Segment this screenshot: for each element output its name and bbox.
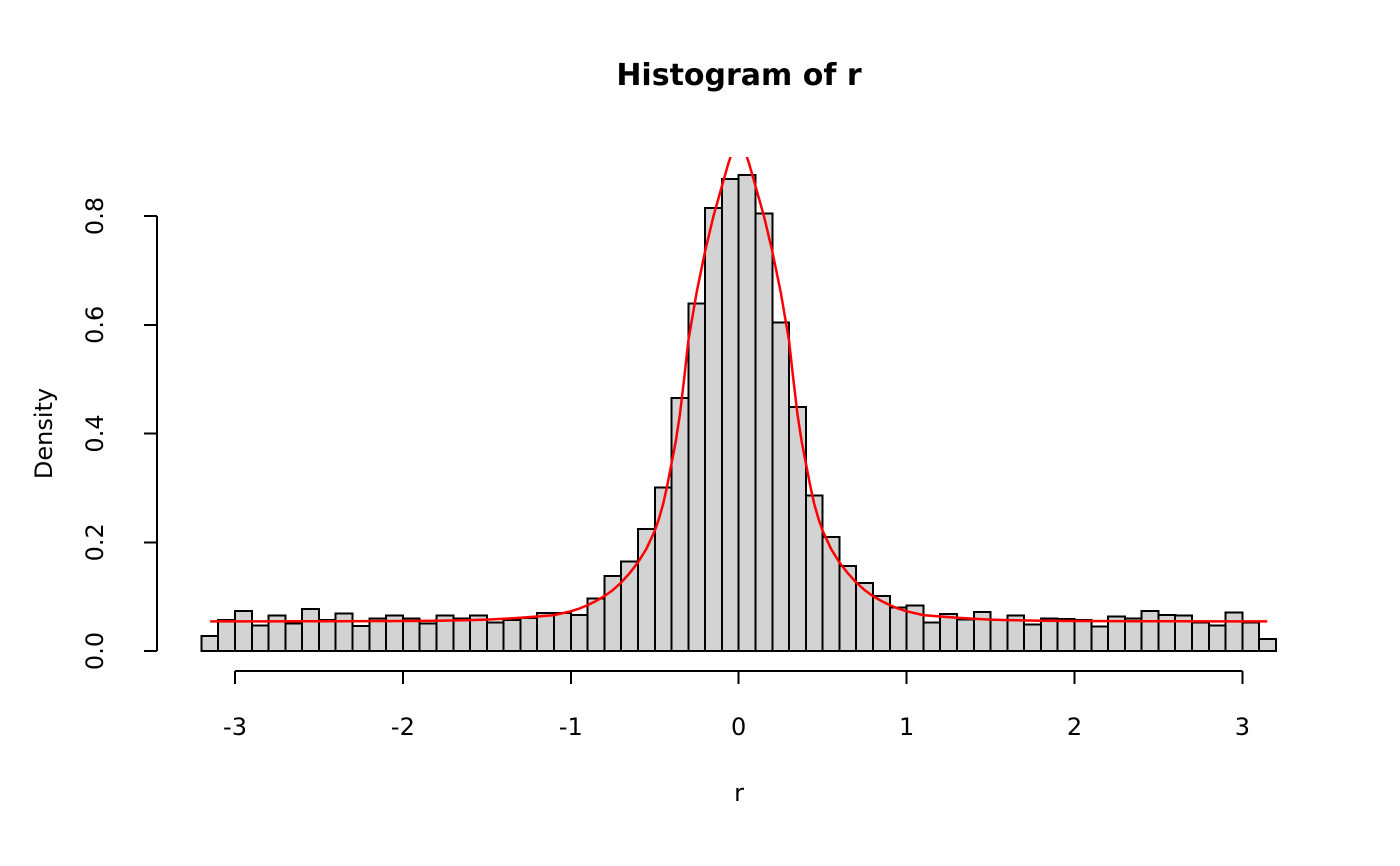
histogram-bar (771, 321, 791, 652)
histogram-bar (1241, 621, 1261, 653)
histogram-bar (1258, 638, 1277, 652)
histogram-bar (821, 535, 841, 652)
histogram-bar (670, 397, 690, 653)
histogram-bar (737, 174, 757, 652)
x-tick-label: 2 (1067, 713, 1082, 741)
histogram-bar (234, 609, 253, 652)
histogram-bar (653, 486, 673, 652)
histogram-bar (200, 634, 220, 652)
histogram-bar (284, 622, 304, 652)
histogram-bar (586, 597, 606, 652)
y-tick-label: 0.0 (81, 632, 109, 670)
histogram-bar (318, 619, 337, 652)
x-tick-label: 3 (1235, 713, 1250, 741)
histogram-bar (217, 619, 236, 652)
histogram-bar (334, 612, 354, 652)
histogram-bar (418, 622, 438, 652)
histogram-bar (754, 212, 774, 653)
histogram-bar (922, 621, 942, 653)
histogram-bar (519, 616, 539, 652)
histogram-bar (603, 575, 623, 652)
x-tick-label: -3 (223, 713, 247, 741)
histogram-bar (502, 619, 522, 652)
histogram-bar (1090, 625, 1110, 652)
histogram-bar (687, 302, 707, 652)
x-tick-label: 0 (731, 713, 746, 741)
density-curve (209, 157, 1268, 623)
x-tick-label: 1 (899, 713, 914, 741)
histogram-bar (401, 617, 421, 653)
histogram-bar (368, 617, 388, 653)
histogram-bar (1073, 619, 1093, 652)
histogram-bar (939, 613, 959, 652)
axes: -3 -2 -1 0 1 2 3 0.0 0.2 0.4 0.6 0.8 (81, 197, 1250, 741)
histogram-bar (1023, 623, 1042, 653)
x-axis-label: r (734, 779, 744, 807)
histogram-bar (301, 608, 321, 652)
histogram-bar (888, 606, 908, 652)
histogram-bar (788, 405, 807, 652)
y-tick-label: 0.2 (81, 523, 109, 561)
histogram-bars (200, 174, 1277, 653)
histogram-bar (1207, 624, 1227, 653)
histogram-bar (452, 617, 472, 653)
histogram-bar (1140, 609, 1160, 652)
y-tick-label: 0.8 (81, 197, 109, 235)
histogram-bar (1191, 621, 1210, 653)
histogram-bar (351, 625, 371, 652)
chart-title: Histogram of r (616, 58, 862, 93)
x-tick-label: -2 (391, 713, 415, 741)
histogram-bar (804, 494, 824, 652)
y-tick-label: 0.4 (81, 414, 109, 452)
histogram-bar (485, 621, 505, 653)
y-tick-label: 0.6 (81, 306, 109, 344)
histogram-bar (569, 614, 589, 652)
y-axis-label: Density (30, 388, 58, 479)
histogram-bar (250, 624, 270, 653)
histogram-bar (553, 611, 572, 653)
histogram-bar (1039, 617, 1059, 653)
histogram-bar (956, 618, 975, 652)
histogram-bar (1224, 611, 1244, 653)
histogram-bar (536, 611, 556, 653)
histogram-bar (704, 206, 723, 653)
x-tick-label: -1 (559, 713, 583, 741)
histogram-bar (720, 178, 740, 652)
density-curve-layer (209, 157, 1268, 623)
histogram-bar (989, 619, 1009, 652)
histogram-bar (1056, 617, 1076, 653)
histogram-bar (1123, 617, 1143, 653)
